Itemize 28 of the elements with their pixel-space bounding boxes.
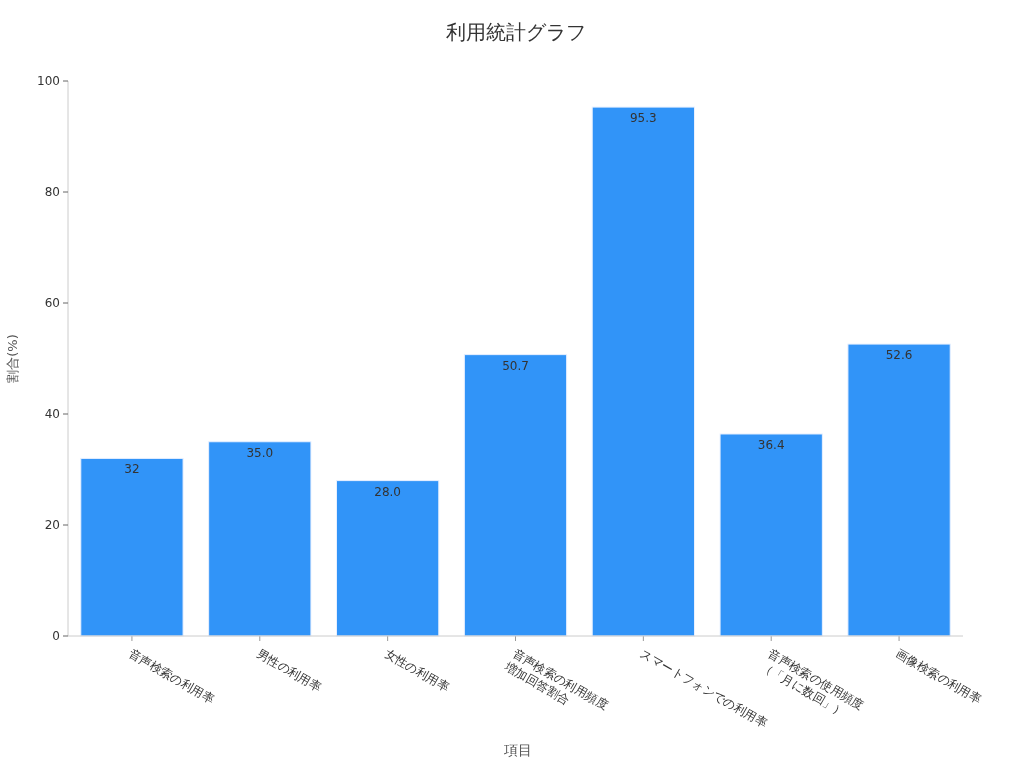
x-tick-label: 音声検索の利用頻度 増加回答割合 <box>501 646 611 713</box>
y-tick-label: 20 <box>44 518 60 532</box>
bar <box>80 457 184 637</box>
data-label: 50.7 <box>502 358 529 373</box>
data-label: 32 <box>124 462 140 477</box>
x-tick-label: 画像検索の利用率 <box>893 646 984 707</box>
bar <box>847 343 951 637</box>
x-tick-label: 男性の利用率 <box>254 646 324 695</box>
bar <box>463 354 568 637</box>
data-label: 52.6 <box>885 348 913 363</box>
bar <box>719 433 823 637</box>
x-tick-label: 音声検索の利用率 <box>126 646 217 707</box>
x-tick-label: 女性の利用率 <box>382 646 452 695</box>
chart-title: 利用統計グラフ <box>445 20 586 44</box>
data-label: 95.3 <box>630 111 657 126</box>
y-tick-label: 60 <box>44 296 60 310</box>
data-label: 35.0 <box>246 445 274 460</box>
y-tick-label: 100 <box>37 74 60 88</box>
bar <box>591 106 695 637</box>
x-axis-title: 項目 <box>502 742 532 758</box>
y-tick-label: 0 <box>52 629 60 643</box>
data-label: 28.0 <box>374 484 401 499</box>
y-tick-label: 80 <box>44 185 60 199</box>
bar <box>336 480 440 637</box>
bar <box>208 441 312 637</box>
y-tick-label: 40 <box>44 407 60 421</box>
data-label: 36.4 <box>757 437 785 452</box>
y-axis-title: 割合(%) <box>5 334 20 383</box>
